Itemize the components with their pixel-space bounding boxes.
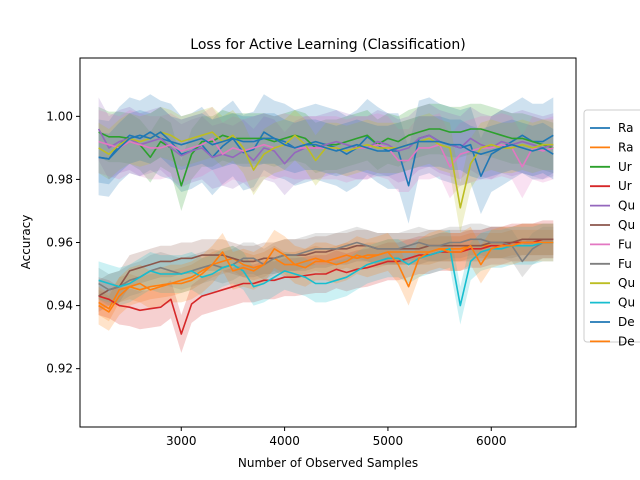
x-tick-label: 4000 (269, 434, 300, 448)
y-tick-label: 0.96 (46, 236, 73, 250)
legend-label-6: Qu (618, 218, 635, 232)
legend-label-4: Ur (618, 179, 632, 193)
x-tick-label: 6000 (476, 434, 507, 448)
legend-label-12: De (618, 334, 635, 348)
legend: Ra Ra Ur Ur Qu Qu Fu Fu Qu Qu De De (583, 109, 640, 348)
y-axis-ticks: 0.92 0.94 0.96 0.98 1.00 (46, 109, 80, 376)
series-line-10 (98, 241, 554, 307)
legend-label-3: Ur (618, 160, 632, 174)
x-tick-label: 5000 (373, 434, 404, 448)
x-axis-label: Number of Observed Samples (238, 456, 418, 470)
series-band-12 (98, 223, 554, 331)
y-axis-label: Accuracy (19, 215, 33, 270)
y-tick-label: 0.98 (46, 172, 73, 186)
series-lines (97, 128, 554, 335)
series-line-8 (98, 238, 554, 291)
chart-title: Loss for Active Learning (Classification… (190, 37, 465, 53)
series-line-6 (98, 238, 554, 297)
x-tick-label: 3000 (166, 434, 197, 448)
y-tick-label: 0.94 (46, 299, 73, 313)
series-band-8 (98, 223, 554, 306)
legend-label-1: Ra (618, 121, 633, 135)
series-line-12 (98, 241, 554, 313)
x-axis-ticks: 3000 4000 5000 6000 (166, 427, 507, 448)
legend-label-9: Qu (618, 276, 635, 290)
series-band-1 (98, 94, 554, 224)
legend-label-7: Fu (618, 237, 632, 251)
y-tick-label: 1.00 (46, 109, 73, 123)
legend-label-11: De (618, 315, 635, 329)
legend-label-8: Fu (618, 257, 632, 271)
series-band-5 (98, 97, 554, 196)
series-line-5 (97, 128, 554, 165)
y-tick-label: 0.92 (46, 362, 73, 376)
legend-label-5: Qu (618, 199, 635, 213)
series-line-11 (98, 131, 554, 160)
series-band-3 (98, 103, 554, 211)
legend-label-10: Qu (618, 296, 635, 310)
legend-label-2: Ra (618, 140, 633, 154)
series-band-4 (98, 220, 554, 353)
series-line-4 (98, 238, 554, 335)
